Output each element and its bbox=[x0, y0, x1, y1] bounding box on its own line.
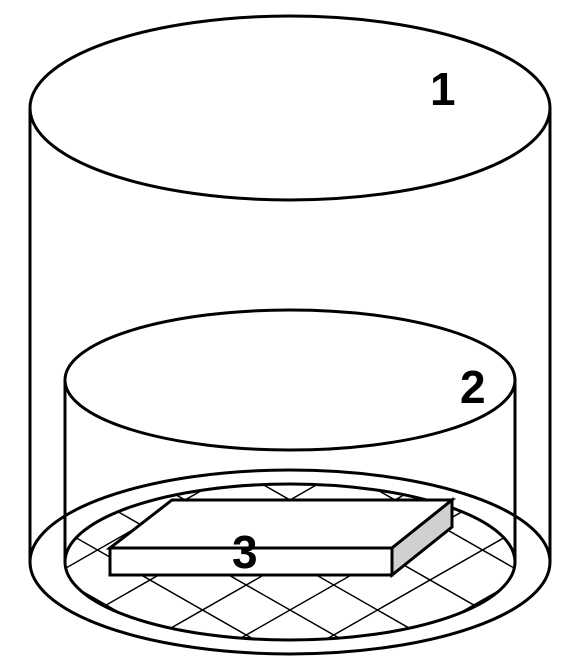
outer-top-ellipse bbox=[30, 16, 550, 200]
diagram-svg bbox=[0, 0, 581, 664]
inner-top-ellipse bbox=[65, 310, 515, 450]
slab bbox=[110, 500, 452, 575]
label-2: 2 bbox=[460, 360, 486, 414]
label-3: 3 bbox=[232, 525, 258, 579]
label-1: 1 bbox=[430, 62, 456, 116]
